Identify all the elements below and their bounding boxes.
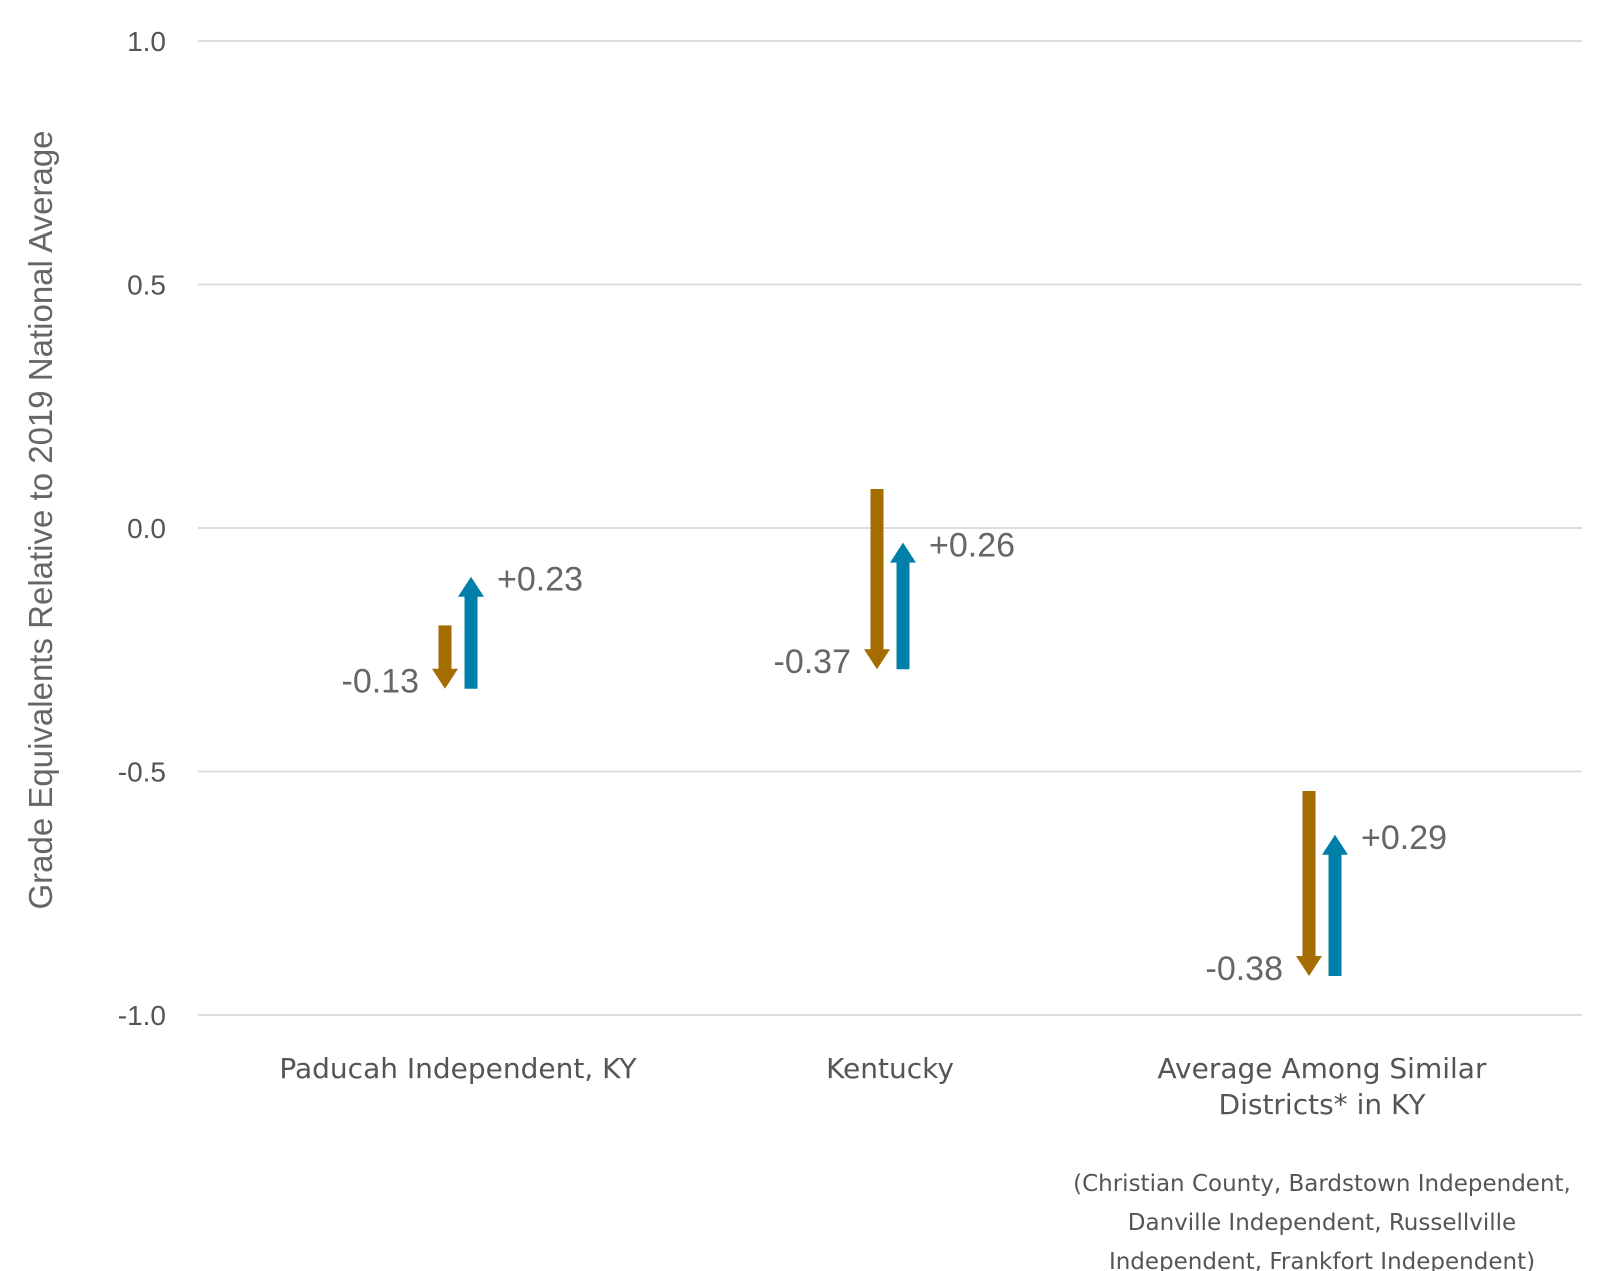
y-axis-label: Grade Equivalents Relative to 2019 Natio… bbox=[22, 130, 59, 909]
decline-data-label: -0.38 bbox=[1206, 950, 1284, 988]
recovery-arrow bbox=[1322, 834, 1348, 977]
y-tick-label: -0.5 bbox=[118, 757, 166, 788]
decline-arrow bbox=[864, 489, 890, 670]
recovery-arrow bbox=[458, 576, 484, 689]
x-category-note: Independent, Frankfort Independent) bbox=[1109, 1249, 1535, 1271]
x-category-label: Paducah Independent, KY bbox=[279, 1052, 637, 1085]
x-axis-categories: Paducah Independent, KY Kentucky Average A… bbox=[279, 1052, 1571, 1271]
recovery-arrow bbox=[890, 542, 916, 670]
y-tick-label: 1.0 bbox=[127, 26, 166, 57]
recovery-data-label: +0.26 bbox=[929, 527, 1015, 565]
decline-data-label: -0.37 bbox=[774, 643, 852, 681]
x-category-note: Danville Independent, Russellville bbox=[1128, 1210, 1516, 1236]
x-category-note: (Christian County, Bardstown Independent… bbox=[1073, 1171, 1571, 1197]
recovery-data-label: +0.29 bbox=[1361, 819, 1447, 857]
y-tick-label: -1.0 bbox=[118, 1000, 166, 1031]
recovery-data-label: +0.23 bbox=[497, 561, 583, 599]
decline-data-label: -0.13 bbox=[342, 663, 420, 701]
x-category-label: Districts* in KY bbox=[1219, 1088, 1427, 1121]
gridlines bbox=[198, 40, 1582, 1016]
y-tick-label: 0.5 bbox=[127, 270, 166, 301]
decline-arrow bbox=[1296, 790, 1322, 977]
y-axis-ticks: 1.0 0.5 0.0 -0.5 -1.0 bbox=[118, 26, 166, 1031]
x-category-label: Average Among Similar bbox=[1158, 1052, 1487, 1085]
arrow-marks: -0.13 +0.23 -0.37 +0.26 -0.38 +0.29 bbox=[342, 489, 1447, 988]
y-tick-label: 0.0 bbox=[127, 513, 166, 544]
decline-arrow bbox=[432, 625, 458, 689]
x-category-label: Kentucky bbox=[826, 1052, 954, 1085]
